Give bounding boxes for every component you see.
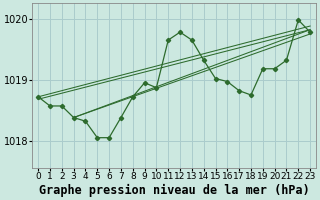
X-axis label: Graphe pression niveau de la mer (hPa): Graphe pression niveau de la mer (hPa)	[39, 183, 309, 197]
